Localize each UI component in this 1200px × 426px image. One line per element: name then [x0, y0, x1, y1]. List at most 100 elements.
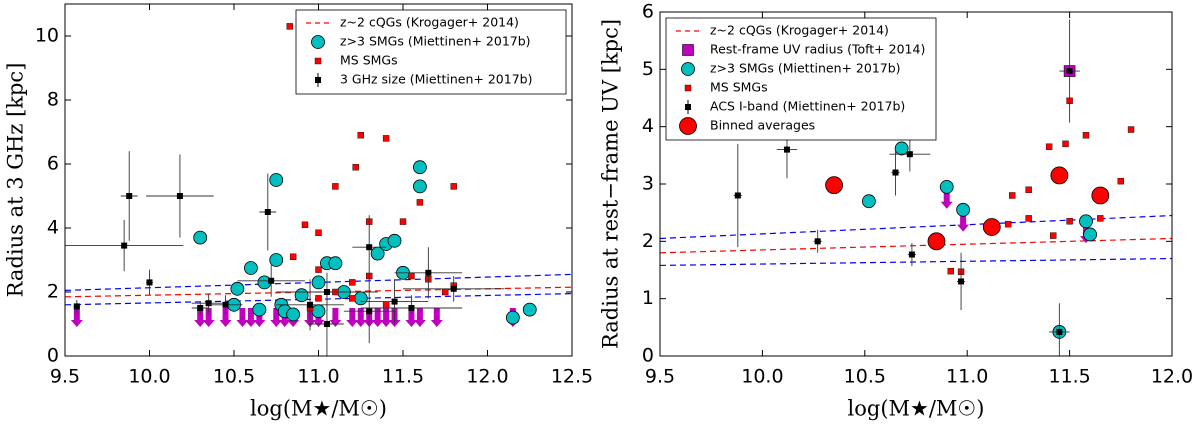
point — [264, 209, 271, 215]
upper-limit — [329, 308, 342, 327]
x-tick-label: 11.5 — [382, 366, 424, 388]
legend-box — [295, 9, 567, 95]
point — [450, 183, 457, 190]
point — [352, 163, 359, 171]
point — [958, 278, 965, 285]
point — [311, 304, 326, 319]
point — [1009, 192, 1016, 199]
point — [286, 23, 293, 30]
y-tick-label: 4 — [642, 115, 654, 137]
point — [126, 193, 133, 199]
x-tick-label: 12.0 — [1151, 366, 1193, 388]
point — [734, 192, 741, 199]
upper-limit — [194, 308, 207, 327]
point — [323, 321, 330, 327]
point — [315, 77, 321, 83]
point — [222, 301, 229, 308]
y-tick-label: 1 — [642, 287, 654, 309]
point — [685, 104, 691, 110]
point — [314, 57, 322, 65]
x-axis-label: log(M★/M☉) — [848, 397, 985, 421]
x-tick-label: 12.5 — [551, 366, 593, 388]
point — [814, 238, 821, 245]
x-tick-label: 11.0 — [297, 366, 339, 388]
point — [301, 221, 309, 229]
upper-limit — [957, 212, 970, 232]
upper-limit — [371, 308, 384, 327]
x-tick-label: 9.5 — [50, 366, 80, 388]
point — [1045, 143, 1053, 150]
point — [1066, 68, 1073, 75]
y-tick-label: 6 — [47, 153, 59, 175]
point — [349, 279, 356, 286]
point — [1050, 232, 1057, 239]
point — [684, 84, 692, 92]
point — [416, 199, 424, 206]
axes-frame — [64, 3, 573, 357]
x-tick-label: 11.0 — [946, 366, 988, 388]
y-axis-label: Radius at 3 GHz [kpc] — [4, 63, 28, 298]
y-tick-label: 4 — [47, 217, 59, 239]
legend-box — [665, 17, 937, 141]
upper-limit — [219, 308, 232, 327]
upper-limit — [346, 308, 359, 327]
point — [906, 151, 913, 158]
point — [679, 117, 697, 135]
legend-label: MS SMGs — [340, 53, 398, 68]
x-axis-label: log(M★/M☉) — [250, 397, 387, 421]
point — [412, 160, 427, 175]
point — [861, 194, 876, 209]
point — [442, 288, 449, 296]
upper-limit — [202, 308, 215, 327]
point — [1117, 177, 1125, 185]
point — [243, 261, 258, 275]
point — [315, 295, 322, 302]
y-tick-label: 5 — [642, 58, 654, 80]
point — [1062, 140, 1069, 148]
x-tick-label: 10.0 — [128, 366, 170, 388]
point — [450, 285, 457, 292]
point — [323, 289, 330, 295]
x-tick-label: 11.5 — [1048, 366, 1090, 388]
legend-label: z~2 cQGs (Krogager+ 2014) — [710, 23, 889, 38]
point — [894, 141, 909, 156]
point — [391, 298, 398, 305]
point — [311, 35, 325, 49]
upper-limit — [430, 308, 443, 327]
axes-frame — [659, 11, 1173, 357]
point — [408, 305, 415, 311]
point — [681, 62, 695, 76]
legend-label: z~2 cQGs (Krogager+ 2014) — [340, 15, 519, 30]
y-tick-label: 2 — [642, 230, 654, 252]
legend-label: z>3 SMGs (Miettinen+ 2017b) — [710, 61, 901, 76]
legend-label: 3 GHz size (Miettinen+ 2017b) — [340, 72, 532, 87]
point — [332, 183, 339, 190]
legend-label: Binned averages — [710, 118, 815, 133]
upper-limit — [380, 308, 393, 327]
point — [1097, 215, 1104, 222]
point — [230, 281, 245, 296]
point — [286, 307, 301, 322]
point — [73, 303, 80, 310]
model-line — [660, 237, 1172, 254]
point — [289, 253, 297, 261]
point — [353, 291, 368, 306]
y-tick-label: 10 — [35, 25, 59, 47]
point — [328, 256, 343, 271]
point — [939, 179, 954, 194]
point — [121, 242, 128, 249]
point — [349, 295, 356, 302]
point — [269, 253, 284, 267]
point — [252, 302, 267, 317]
point — [176, 193, 183, 199]
upper-limit — [236, 308, 249, 327]
point — [947, 267, 955, 275]
point — [908, 251, 915, 258]
point — [505, 310, 520, 325]
legend-label: Rest-frame UV radius (Toft+ 2014) — [710, 42, 925, 57]
legend-label: z>3 SMGs (Miettinen+ 2017b) — [340, 34, 531, 49]
point — [197, 305, 204, 311]
point — [357, 131, 364, 139]
plot-area — [65, 23, 572, 356]
